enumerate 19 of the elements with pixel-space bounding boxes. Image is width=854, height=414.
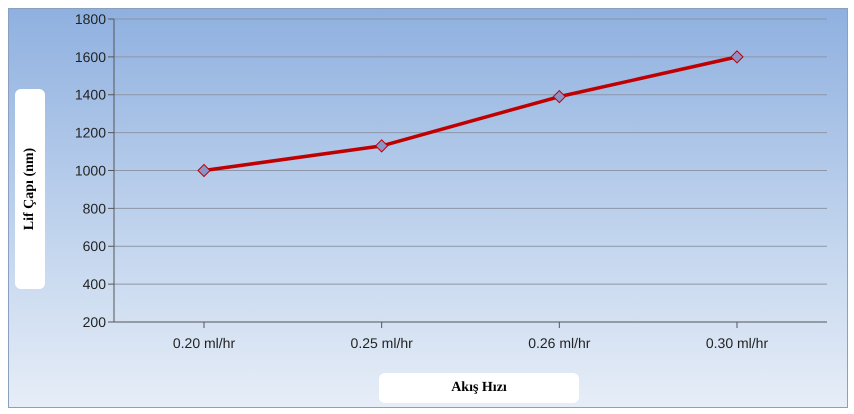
point bbox=[730, 50, 744, 64]
x-tick-label: 0.25 ml/hr bbox=[350, 334, 414, 351]
y-tick-label: 1000 bbox=[74, 162, 106, 178]
y-tick-label: 200 bbox=[82, 314, 106, 330]
x-tick-label: 0.26 ml/hr bbox=[528, 334, 591, 351]
y-tick-label: 1600 bbox=[74, 48, 106, 65]
point bbox=[375, 139, 388, 152]
y-tick-label: 800 bbox=[82, 200, 106, 216]
y-tick-label: 600 bbox=[82, 238, 106, 254]
y-tick-label: 400 bbox=[82, 276, 106, 292]
x-tick-label: 0.30 ml/hr bbox=[706, 334, 768, 351]
y-axis-title: Lif Çapı (nm) bbox=[22, 148, 38, 230]
y-tick-label: 1800 bbox=[74, 10, 106, 27]
x-axis-title: Akış Hızı bbox=[379, 373, 579, 403]
point bbox=[198, 164, 210, 177]
y-tick-label: 1400 bbox=[74, 86, 106, 103]
point bbox=[552, 90, 566, 104]
x-tick-label: 0.20 ml/hr bbox=[172, 334, 236, 351]
y-tick-label: 1200 bbox=[74, 124, 106, 141]
